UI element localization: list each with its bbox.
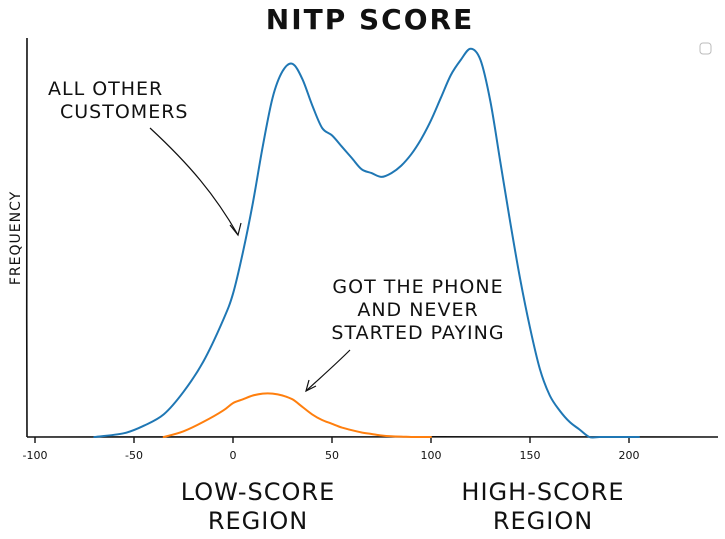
series-group: [93, 47, 640, 439]
x-tick-label: 50: [325, 449, 339, 462]
series-line-0: [93, 47, 640, 439]
annotation-line: STARTED PAYING: [331, 322, 504, 344]
annotation-line: GOT THE PHONE: [332, 276, 503, 298]
region-label-line: REGION: [493, 507, 593, 535]
annotation-text-1: GOT THE PHONE AND NEVER STARTED PAYING: [331, 276, 504, 344]
region-label-line: LOW-SCORE: [181, 478, 336, 506]
annotations-group: ALL OTHER CUSTOMERS GOT THE PHONE AND NEVER…: [48, 78, 504, 393]
x-tick-label: 100: [421, 449, 442, 462]
annotation-arrowhead: [305, 379, 317, 393]
region-label-line: REGION: [208, 507, 308, 535]
region-label-0: LOW-SCORE REGION: [181, 478, 336, 535]
chart-title: NITP SCORE: [266, 3, 474, 36]
x-tick-label: -100: [23, 449, 48, 462]
series-line-1: [162, 392, 432, 439]
annotation-line: ALL OTHER: [48, 78, 163, 100]
region-label-1: HIGH-SCORE REGION: [461, 478, 624, 535]
y-axis-line: [25, 37, 29, 438]
annotation-arrow: [305, 349, 351, 392]
x-ticks-group: -100 -50 0 50 100 150 200: [23, 437, 640, 462]
annotation-line: AND NEVER: [357, 299, 478, 321]
annotation-arrow: [149, 127, 239, 236]
annotation-text-0: ALL OTHER CUSTOMERS: [48, 78, 188, 123]
y-axis-label: FREQUENCY: [8, 191, 24, 285]
x-tick-label: 150: [520, 449, 541, 462]
region-label-line: HIGH-SCORE: [461, 478, 624, 506]
legend-box-icon: [699, 42, 712, 55]
x-tick-label: 0: [230, 449, 237, 462]
x-tick-label: 200: [619, 449, 640, 462]
annotation-line: CUSTOMERS: [60, 101, 188, 123]
x-tick-label: -50: [125, 449, 143, 462]
annotation-arrowhead: [229, 222, 242, 237]
